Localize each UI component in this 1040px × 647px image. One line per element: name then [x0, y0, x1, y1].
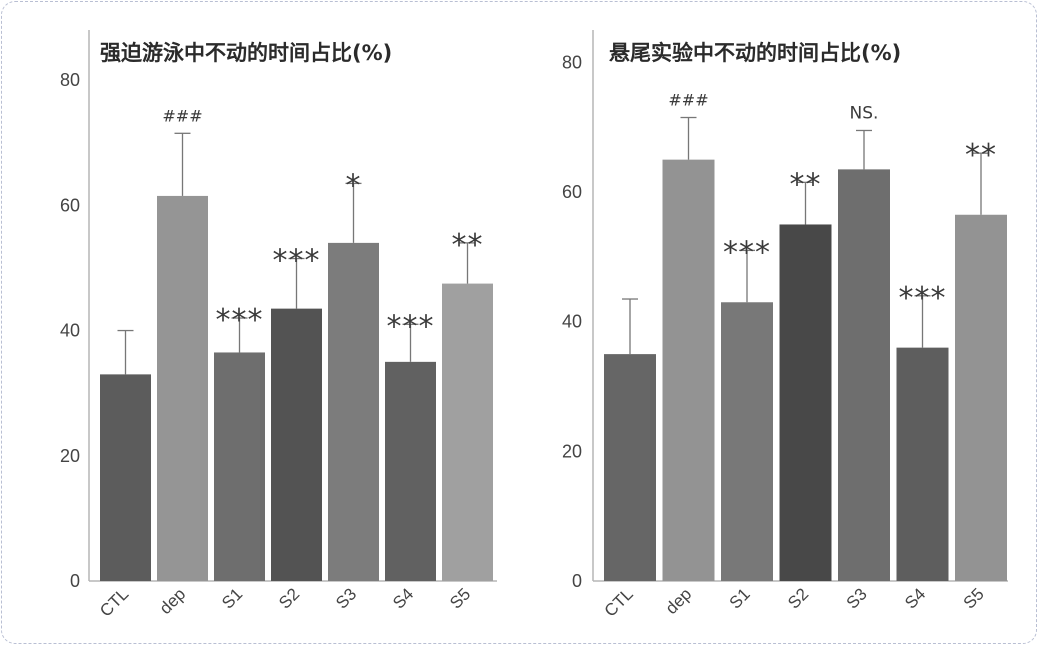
chart1-y-tick-label: 60 [60, 195, 80, 215]
chart2-category-label: dep [662, 584, 695, 617]
chart2-category-label: S4 [901, 584, 929, 612]
chart2-bar-s3 [838, 169, 890, 581]
chart2-significance-label: NS. [850, 103, 879, 123]
chart1-bar-ctl [100, 374, 151, 581]
chart1-y-tick-label: 80 [60, 70, 80, 90]
chart1-y-tick-label: 40 [60, 321, 80, 341]
chart1-category-label: S3 [332, 584, 360, 612]
chart1-bar-s3 [328, 242, 379, 582]
chart1-significance-label: *** [387, 309, 435, 344]
chart2-significance-label: ** [790, 167, 822, 202]
chart1-category-label: S5 [446, 584, 474, 612]
chart1-category-label: S4 [389, 584, 417, 612]
chart2-category-label: S3 [843, 584, 871, 612]
chart2-y-tick-label: 40 [562, 312, 582, 332]
chart2-y-tick-label: 0 [572, 571, 582, 591]
chart1-category-label: dep [156, 584, 189, 617]
chart2-bar-ctl [604, 354, 656, 581]
chart2-category-label: CTL [601, 584, 637, 620]
chart2-title: 悬尾实验中不动的时间占比(%) [609, 41, 901, 65]
chart2-bar-s2 [779, 224, 832, 581]
chart1-significance-label: ### [162, 106, 202, 125]
chart2-significance-label: ** [965, 138, 997, 173]
chart2-y-tick-label: 20 [562, 441, 582, 461]
chart1-significance-label: * [346, 168, 362, 203]
chart1-bar-s4 [385, 361, 436, 581]
chart1-category-label: S1 [218, 584, 246, 612]
chart2-bar-dep [662, 159, 715, 581]
chart1-title: 强迫游泳中不动的时间占比(%) [100, 41, 392, 65]
chart2-category-label: S1 [726, 584, 754, 612]
chart1-category-label: CTL [96, 584, 132, 620]
chart2-bar-s1 [721, 302, 773, 581]
chart1-category-label: S2 [275, 584, 303, 612]
chart1-bar-s2 [271, 308, 322, 581]
chart2-y-tick-label: 80 [562, 52, 582, 72]
chart2-significance-label: *** [723, 235, 771, 270]
chart2-significance-label: ### [668, 91, 708, 110]
chart1-y-tick-label: 0 [70, 571, 80, 591]
chart2-bar-s4 [896, 347, 949, 581]
chart2-bar-s5 [955, 214, 1007, 581]
chart1-bar-s1 [214, 352, 265, 581]
chart1-significance-label: *** [273, 244, 321, 279]
chart2-category-label: S2 [784, 584, 812, 612]
chart1-significance-label: ** [452, 228, 484, 263]
chart1-bar-dep [157, 195, 208, 581]
chart1-y-tick-label: 20 [60, 446, 80, 466]
chart1-bar-s5 [442, 283, 493, 581]
chart2-category-label: S5 [960, 584, 988, 612]
chart2-significance-label: *** [899, 281, 947, 316]
chart1-significance-label: *** [216, 303, 264, 338]
chart2-y-tick-label: 60 [562, 182, 582, 202]
